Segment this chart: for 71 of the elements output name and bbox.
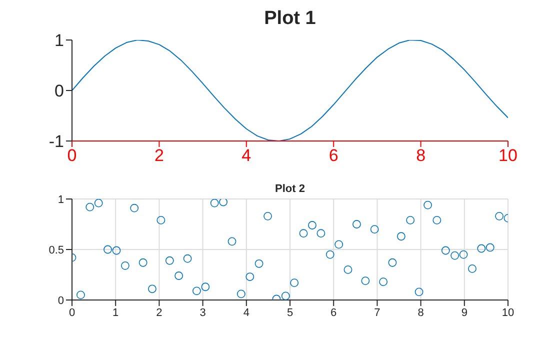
x-tick-label: 7 xyxy=(374,306,380,319)
point xyxy=(138,258,148,267)
point xyxy=(192,286,201,296)
point xyxy=(183,254,192,263)
x-tick-label: 3 xyxy=(200,306,206,319)
point xyxy=(148,284,156,294)
x-tick-label: 2 xyxy=(154,146,164,166)
x-tick-label: 5 xyxy=(286,306,294,319)
point xyxy=(450,251,460,260)
point xyxy=(486,243,494,252)
point xyxy=(388,258,397,267)
point xyxy=(477,244,486,253)
x-tick-label: 1 xyxy=(112,306,119,319)
y-tick-label: 0 xyxy=(58,294,64,307)
point xyxy=(459,250,468,259)
point xyxy=(352,220,361,228)
x-tick-label: 10 xyxy=(498,146,518,166)
x-tick-label: 9 xyxy=(461,306,468,319)
point xyxy=(334,240,344,249)
point xyxy=(120,261,130,270)
point xyxy=(86,202,94,212)
point xyxy=(344,266,352,274)
x-tick-label: 2 xyxy=(156,306,162,319)
point xyxy=(290,278,299,288)
point xyxy=(424,200,432,210)
point xyxy=(156,216,166,224)
x-tick-label: 8 xyxy=(416,146,426,166)
point xyxy=(104,245,112,254)
x-tick-label: 4 xyxy=(243,306,250,319)
point xyxy=(76,290,85,300)
chart-title: Plot 2 xyxy=(274,183,306,195)
point xyxy=(361,276,370,286)
y-tick-label: 0.5 xyxy=(48,244,64,256)
point xyxy=(396,232,406,241)
point xyxy=(236,290,246,298)
point xyxy=(254,259,264,268)
point xyxy=(379,278,388,286)
point xyxy=(326,250,334,259)
point xyxy=(174,272,184,280)
point xyxy=(210,199,219,208)
y-tick-label: -1 xyxy=(48,132,64,152)
point xyxy=(219,199,228,206)
point xyxy=(432,216,442,224)
point xyxy=(299,229,308,238)
point xyxy=(308,221,316,230)
point xyxy=(246,272,254,281)
point xyxy=(201,282,210,292)
point xyxy=(165,256,174,265)
x-tick-label: 10 xyxy=(502,306,514,319)
y-tick-label: 0 xyxy=(54,82,64,101)
point xyxy=(130,204,139,212)
x-tick-label: 6 xyxy=(330,306,337,319)
x-tick-label: 6 xyxy=(328,146,338,166)
y-tick-label: 1 xyxy=(54,31,64,50)
point xyxy=(406,216,415,224)
x-tick-label: 8 xyxy=(418,306,424,319)
point xyxy=(228,237,236,246)
point xyxy=(441,246,450,255)
point xyxy=(316,229,326,238)
point xyxy=(112,246,121,255)
point xyxy=(468,264,476,273)
point xyxy=(264,212,272,220)
x-tick-label: 4 xyxy=(242,146,252,166)
point xyxy=(414,288,424,296)
y-tick-label: 1 xyxy=(58,194,64,206)
x-tick-label: 0 xyxy=(68,306,76,319)
point xyxy=(94,199,103,208)
point xyxy=(495,212,504,220)
point xyxy=(370,225,379,234)
chart-title: Plot 1 xyxy=(263,8,317,30)
point xyxy=(281,292,290,300)
